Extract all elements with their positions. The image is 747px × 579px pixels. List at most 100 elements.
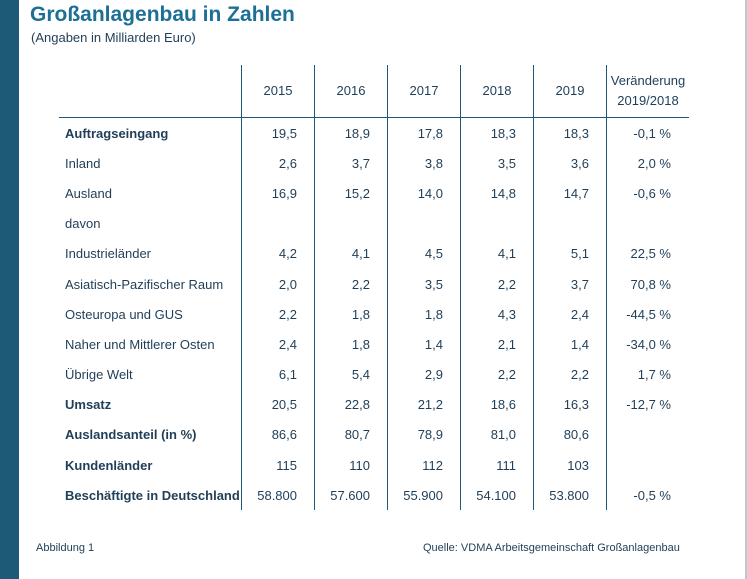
value-cell: 1,8 (314, 299, 388, 330)
row-label: Osteuropa und GUS (65, 306, 183, 322)
table-row: davon (59, 208, 689, 239)
change-cell: -0,6 % (606, 178, 689, 209)
value-cell (314, 208, 388, 239)
row-label: Ausland (65, 185, 112, 201)
value-cell: 80,6 (533, 419, 607, 451)
value-cell: 57.600 (314, 480, 388, 511)
value-cell: 110 (314, 450, 388, 481)
value-cell (387, 208, 461, 239)
row-label: Auftragseingang (65, 125, 169, 141)
value-cell: 4,3 (460, 299, 534, 330)
value-cell: 55.900 (387, 480, 461, 511)
value-cell: 54.100 (460, 480, 534, 511)
source-note: Quelle: VDMA Arbeitsgemeinschaft Großanl… (423, 542, 680, 554)
value-cell: 112 (387, 450, 461, 481)
row-label: Asiatisch-Pazifischer Raum (65, 276, 224, 292)
value-cell: 2,4 (533, 299, 607, 330)
value-cell: 14,0 (387, 178, 461, 209)
figure-label: Abbildung 1 (36, 542, 95, 554)
value-cell: 15,2 (314, 178, 388, 209)
change-cell: -0,5 % (606, 480, 689, 511)
value-cell: 58.800 (241, 480, 315, 511)
value-cell: 20,5 (241, 389, 315, 420)
column-header: 2019 (533, 65, 607, 118)
row-label: Beschäftigte in Deutschland (65, 487, 240, 503)
value-cell: 2,2 (314, 268, 388, 300)
change-cell: -12,7 % (606, 389, 689, 420)
table-row: Übrige Welt 6,1 5,4 2,9 2,2 2,2 1,7 % (59, 359, 689, 390)
change-cell (606, 208, 689, 239)
value-cell: 3,7 (314, 148, 388, 179)
value-cell: 16,9 (241, 178, 315, 209)
value-cell: 5,4 (314, 359, 388, 390)
value-cell: 22,8 (314, 389, 388, 420)
change-cell: 1,7 % (606, 359, 689, 390)
value-cell: 2,6 (241, 148, 315, 179)
row-label: Inland (65, 155, 101, 171)
row-label: Umsatz (65, 397, 112, 413)
value-cell: 4,5 (387, 238, 461, 269)
column-header: 2015 (241, 65, 315, 118)
change-header-line-2: 2019/2018 (617, 93, 679, 108)
value-cell: 86,6 (241, 419, 315, 451)
table-body: Auftragseingang 19,5 18,9 17,8 18,3 18,3 -0,1 … (59, 117, 689, 511)
table-row: Industrieländer 4,2 4,1 4,5 4,1 5,1 22,5 % (59, 238, 689, 269)
table-row: Auftragseingang 19,5 18,9 17,8 18,3 18,3 -0,1 … (59, 117, 689, 149)
value-cell (460, 208, 534, 239)
value-cell: 14,7 (533, 178, 607, 209)
value-cell: 4,1 (460, 238, 534, 269)
table-row: Osteuropa und GUS 2,2 1,8 1,8 4,3 2,4 -44,5 % (59, 299, 689, 330)
value-cell (533, 208, 607, 239)
value-cell: 3,8 (387, 148, 461, 179)
value-cell: 18,3 (460, 117, 534, 149)
value-cell: 2,9 (387, 359, 461, 390)
value-cell: 53.800 (533, 480, 607, 511)
value-cell: 1,4 (533, 329, 607, 360)
change-cell: -44,5 % (606, 299, 689, 330)
accent-side-bar (0, 0, 19, 579)
row-label: Industrieländer (65, 246, 151, 262)
value-cell: 1,8 (314, 329, 388, 360)
value-cell: 3,5 (387, 268, 461, 300)
value-cell: 3,6 (533, 148, 607, 179)
value-cell: 5,1 (533, 238, 607, 269)
change-header-line-1: Veränderung (610, 73, 686, 88)
table-row: Asiatisch-Pazifischer Raum 2,0 2,2 3,5 2,2 3,… (59, 268, 689, 300)
value-cell: 21,2 (387, 389, 461, 420)
table-row: Kundenländer 115 110 112 111 103 (59, 450, 689, 481)
table-row: Inland 2,6 3,7 3,8 3,5 3,6 2,0 % (59, 148, 689, 179)
row-label: Auslandsanteil (in %) (65, 427, 197, 443)
right-border (745, 0, 747, 579)
table-row: Naher und Mittlerer Osten 2,4 1,8 1,4 2,1 1,4… (59, 329, 689, 360)
page-subtitle: (Angaben in Milliarden Euro) (31, 30, 196, 45)
column-header: 2018 (460, 65, 534, 118)
value-cell: 2,4 (241, 329, 315, 360)
change-cell: 2,0 % (606, 148, 689, 179)
row-label: Übrige Welt (65, 367, 133, 383)
figures-table: 2015 2016 2017 2018 2019 Veränderung 201… (59, 65, 689, 511)
value-cell: 16,3 (533, 389, 607, 420)
value-cell: 78,9 (387, 419, 461, 451)
value-cell: 2,0 (241, 268, 315, 300)
column-header: 2016 (314, 65, 388, 118)
column-header: 2017 (387, 65, 461, 118)
table-header-row: 2015 2016 2017 2018 2019 Veränderung 201… (59, 65, 689, 118)
change-cell: 22,5 % (606, 238, 689, 269)
value-cell: 6,1 (241, 359, 315, 390)
value-cell: 1,4 (387, 329, 461, 360)
value-cell: 2,2 (533, 359, 607, 390)
change-cell: -0,1 % (606, 117, 689, 149)
value-cell: 3,5 (460, 148, 534, 179)
value-cell: 4,1 (314, 238, 388, 269)
value-cell: 2,2 (460, 359, 534, 390)
value-cell: 1,8 (387, 299, 461, 330)
value-cell: 3,7 (533, 268, 607, 300)
header-label-cell (59, 65, 242, 118)
table-row: Beschäftigte in Deutschland 58.800 57.600 5… (59, 480, 689, 511)
value-cell: 4,2 (241, 238, 315, 269)
change-cell (606, 450, 689, 481)
row-label: davon (65, 216, 101, 232)
value-cell: 81,0 (460, 419, 534, 451)
change-cell: 70,8 % (606, 268, 689, 300)
change-cell: -34,0 % (606, 329, 689, 360)
